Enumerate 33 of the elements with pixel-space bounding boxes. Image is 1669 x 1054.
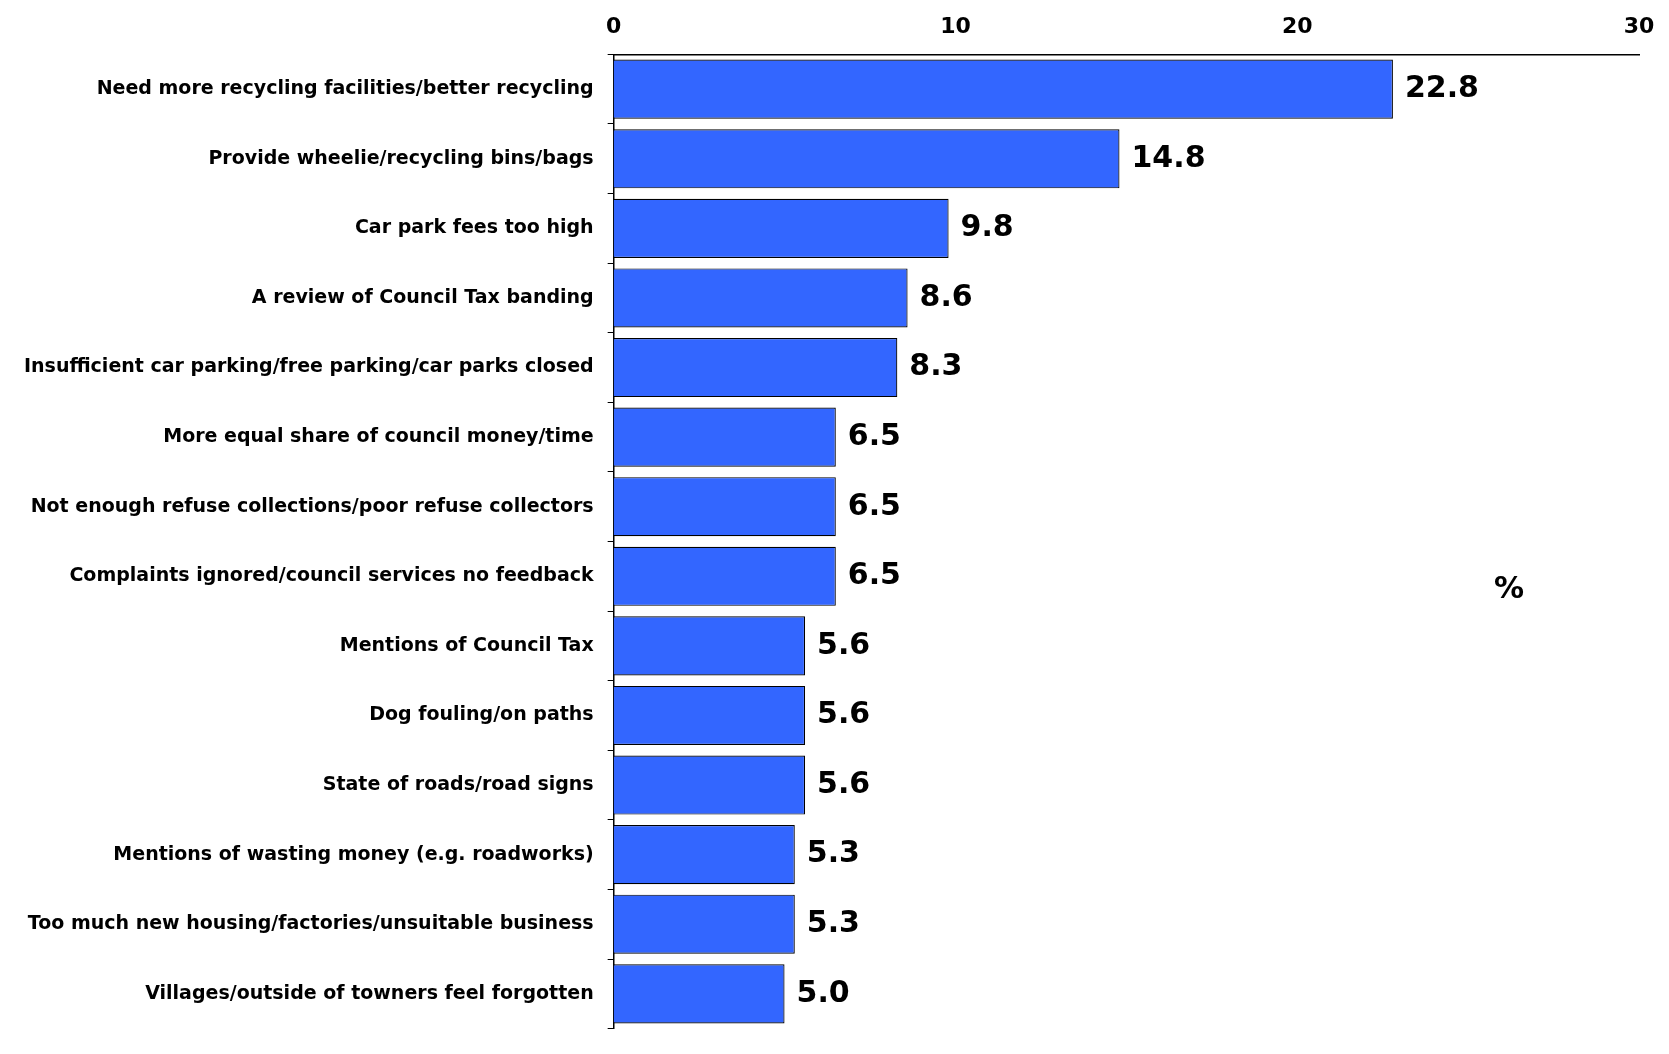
y-tick-label: Complaints ignored/council services no feedback (69, 563, 595, 586)
data-label: 8.3 (909, 347, 963, 383)
data-label: 5.3 (806, 834, 860, 870)
data-label: 5.3 (806, 904, 860, 940)
x-tick-label: 0 (606, 12, 622, 38)
y-tick-label: More equal share of council money/time (163, 424, 594, 447)
y-tick-label: A review of Council Tax banding (251, 284, 594, 307)
data-label: 5.0 (796, 973, 850, 1009)
y-tick-label: Mentions of wasting money (e.g. roadworks) (113, 841, 594, 864)
y-tick-label: Need more recycling facilities/better recycling (96, 76, 594, 99)
x-tick-label: 30 (1623, 12, 1655, 38)
data-label: 6.5 (847, 556, 901, 592)
y-tick-label: Dog fouling/on paths (369, 702, 594, 725)
data-label: 6.5 (847, 486, 901, 522)
y-tick-label: Provide wheelie/recycling bins/bags (208, 145, 594, 168)
data-label: 8.6 (919, 277, 973, 313)
y-tick-label: Car park fees too high (354, 215, 594, 238)
data-label: 5.6 (817, 695, 871, 731)
y-tick-label: Insufficient car parking/free parking/car parks closed (23, 354, 594, 377)
y-tick-label: Mentions of Council Tax (339, 632, 594, 655)
y-tick-label: State of roads/road signs (322, 771, 594, 794)
data-label: 5.6 (817, 764, 871, 800)
x-tick-label: 10 (940, 12, 971, 38)
data-label: 5.6 (817, 625, 871, 661)
data-label: 6.5 (847, 416, 901, 452)
annotation: % (1493, 570, 1525, 606)
y-tick-label: Too much new housing/factories/unsuitable business (27, 911, 594, 934)
data-label: 22.8 (1404, 68, 1479, 104)
x-tick-label: 20 (1281, 12, 1313, 38)
data-label: 9.8 (960, 208, 1014, 244)
y-tick-label: Not enough refuse collections/poor refuse collectors (30, 493, 594, 516)
y-tick-label: Villages/outside of towners feel forgotten (145, 980, 594, 1003)
data-label: 14.8 (1131, 138, 1206, 174)
